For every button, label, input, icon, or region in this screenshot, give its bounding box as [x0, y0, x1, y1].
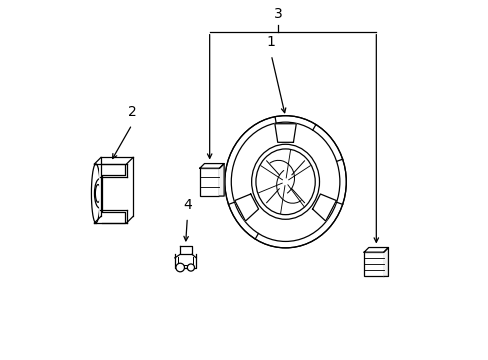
- Polygon shape: [200, 163, 224, 168]
- Text: 2: 2: [127, 105, 136, 119]
- Polygon shape: [180, 246, 192, 254]
- FancyBboxPatch shape: [200, 168, 219, 196]
- Text: 1: 1: [266, 35, 275, 49]
- Polygon shape: [383, 248, 387, 276]
- Ellipse shape: [224, 116, 346, 248]
- Polygon shape: [219, 163, 224, 196]
- Polygon shape: [312, 194, 336, 221]
- Text: 3: 3: [273, 7, 282, 21]
- Polygon shape: [274, 124, 296, 142]
- Text: 4: 4: [183, 198, 191, 212]
- Polygon shape: [364, 248, 387, 252]
- Circle shape: [176, 263, 184, 272]
- Circle shape: [187, 264, 194, 271]
- Ellipse shape: [251, 144, 319, 219]
- Polygon shape: [234, 194, 258, 221]
- FancyBboxPatch shape: [364, 252, 383, 276]
